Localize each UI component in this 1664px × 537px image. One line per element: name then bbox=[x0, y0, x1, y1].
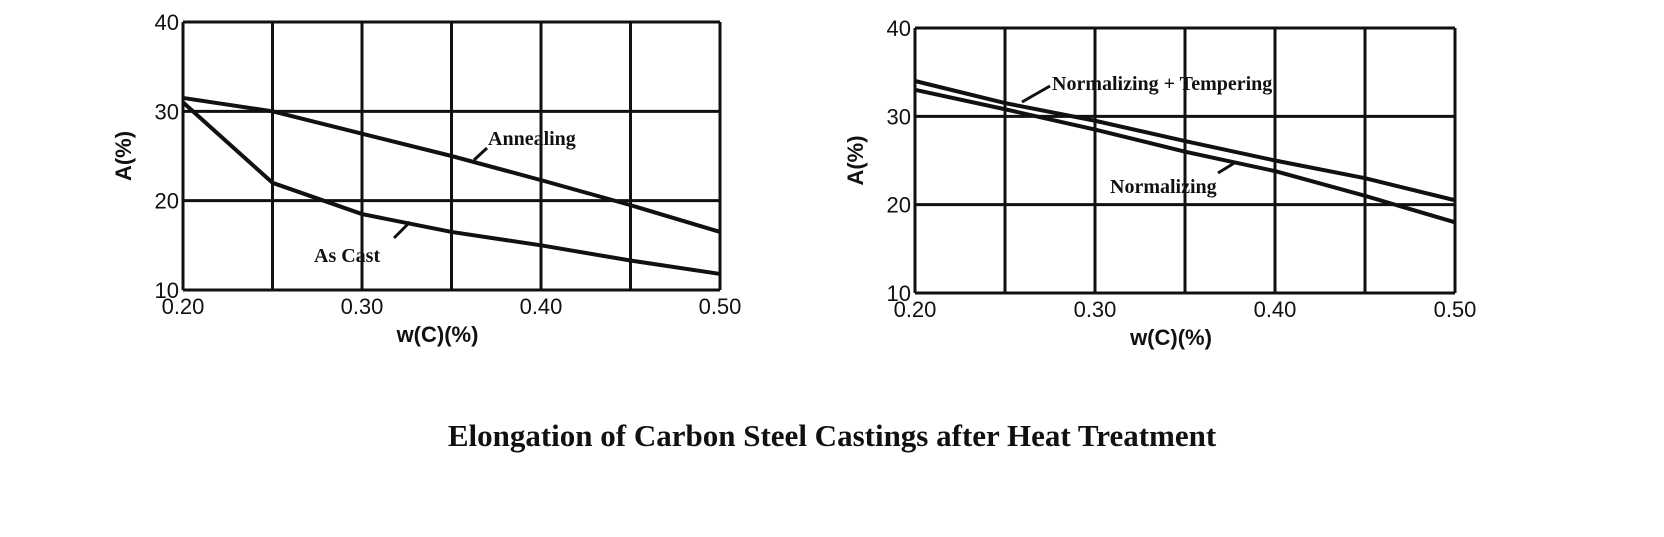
series-label: As Cast bbox=[314, 245, 380, 267]
x-tick-label: 0.50 bbox=[1434, 297, 1477, 322]
y-tick-label: 30 bbox=[155, 99, 179, 124]
figure-title: Elongation of Carbon Steel Castings afte… bbox=[447, 418, 1217, 453]
x-tick-label: 0.20 bbox=[162, 294, 205, 319]
y-tick-label: 30 bbox=[887, 104, 911, 129]
y-tick-label: 20 bbox=[887, 193, 911, 218]
y-tick-label: 40 bbox=[887, 16, 911, 41]
y-axis-label: A(%) bbox=[111, 131, 136, 181]
y-tick-label: 10 bbox=[155, 278, 179, 303]
leader-line bbox=[472, 146, 489, 162]
leader-line bbox=[1217, 160, 1237, 175]
leader-line bbox=[392, 220, 412, 240]
x-axis-label: w(C)(%) bbox=[396, 322, 479, 347]
x-tick-label: 0.30 bbox=[341, 294, 384, 319]
series-label: Normalizing + Tempering bbox=[1052, 73, 1272, 95]
y-tick-label: 40 bbox=[155, 10, 179, 35]
series-label: Normalizing bbox=[1110, 176, 1217, 198]
x-tick-label: 0.20 bbox=[894, 297, 937, 322]
x-tick-label: 0.30 bbox=[1074, 297, 1117, 322]
leader-line bbox=[1021, 84, 1051, 104]
y-tick-label: 10 bbox=[887, 281, 911, 306]
x-tick-label: 0.40 bbox=[1254, 297, 1297, 322]
series-label: Annealing bbox=[488, 128, 576, 150]
x-tick-label: 0.40 bbox=[520, 294, 563, 319]
x-axis-label: w(C)(%) bbox=[1129, 325, 1212, 350]
x-tick-label: 0.50 bbox=[699, 294, 742, 319]
y-tick-label: 20 bbox=[155, 189, 179, 214]
y-axis-label: A(%) bbox=[843, 135, 868, 185]
